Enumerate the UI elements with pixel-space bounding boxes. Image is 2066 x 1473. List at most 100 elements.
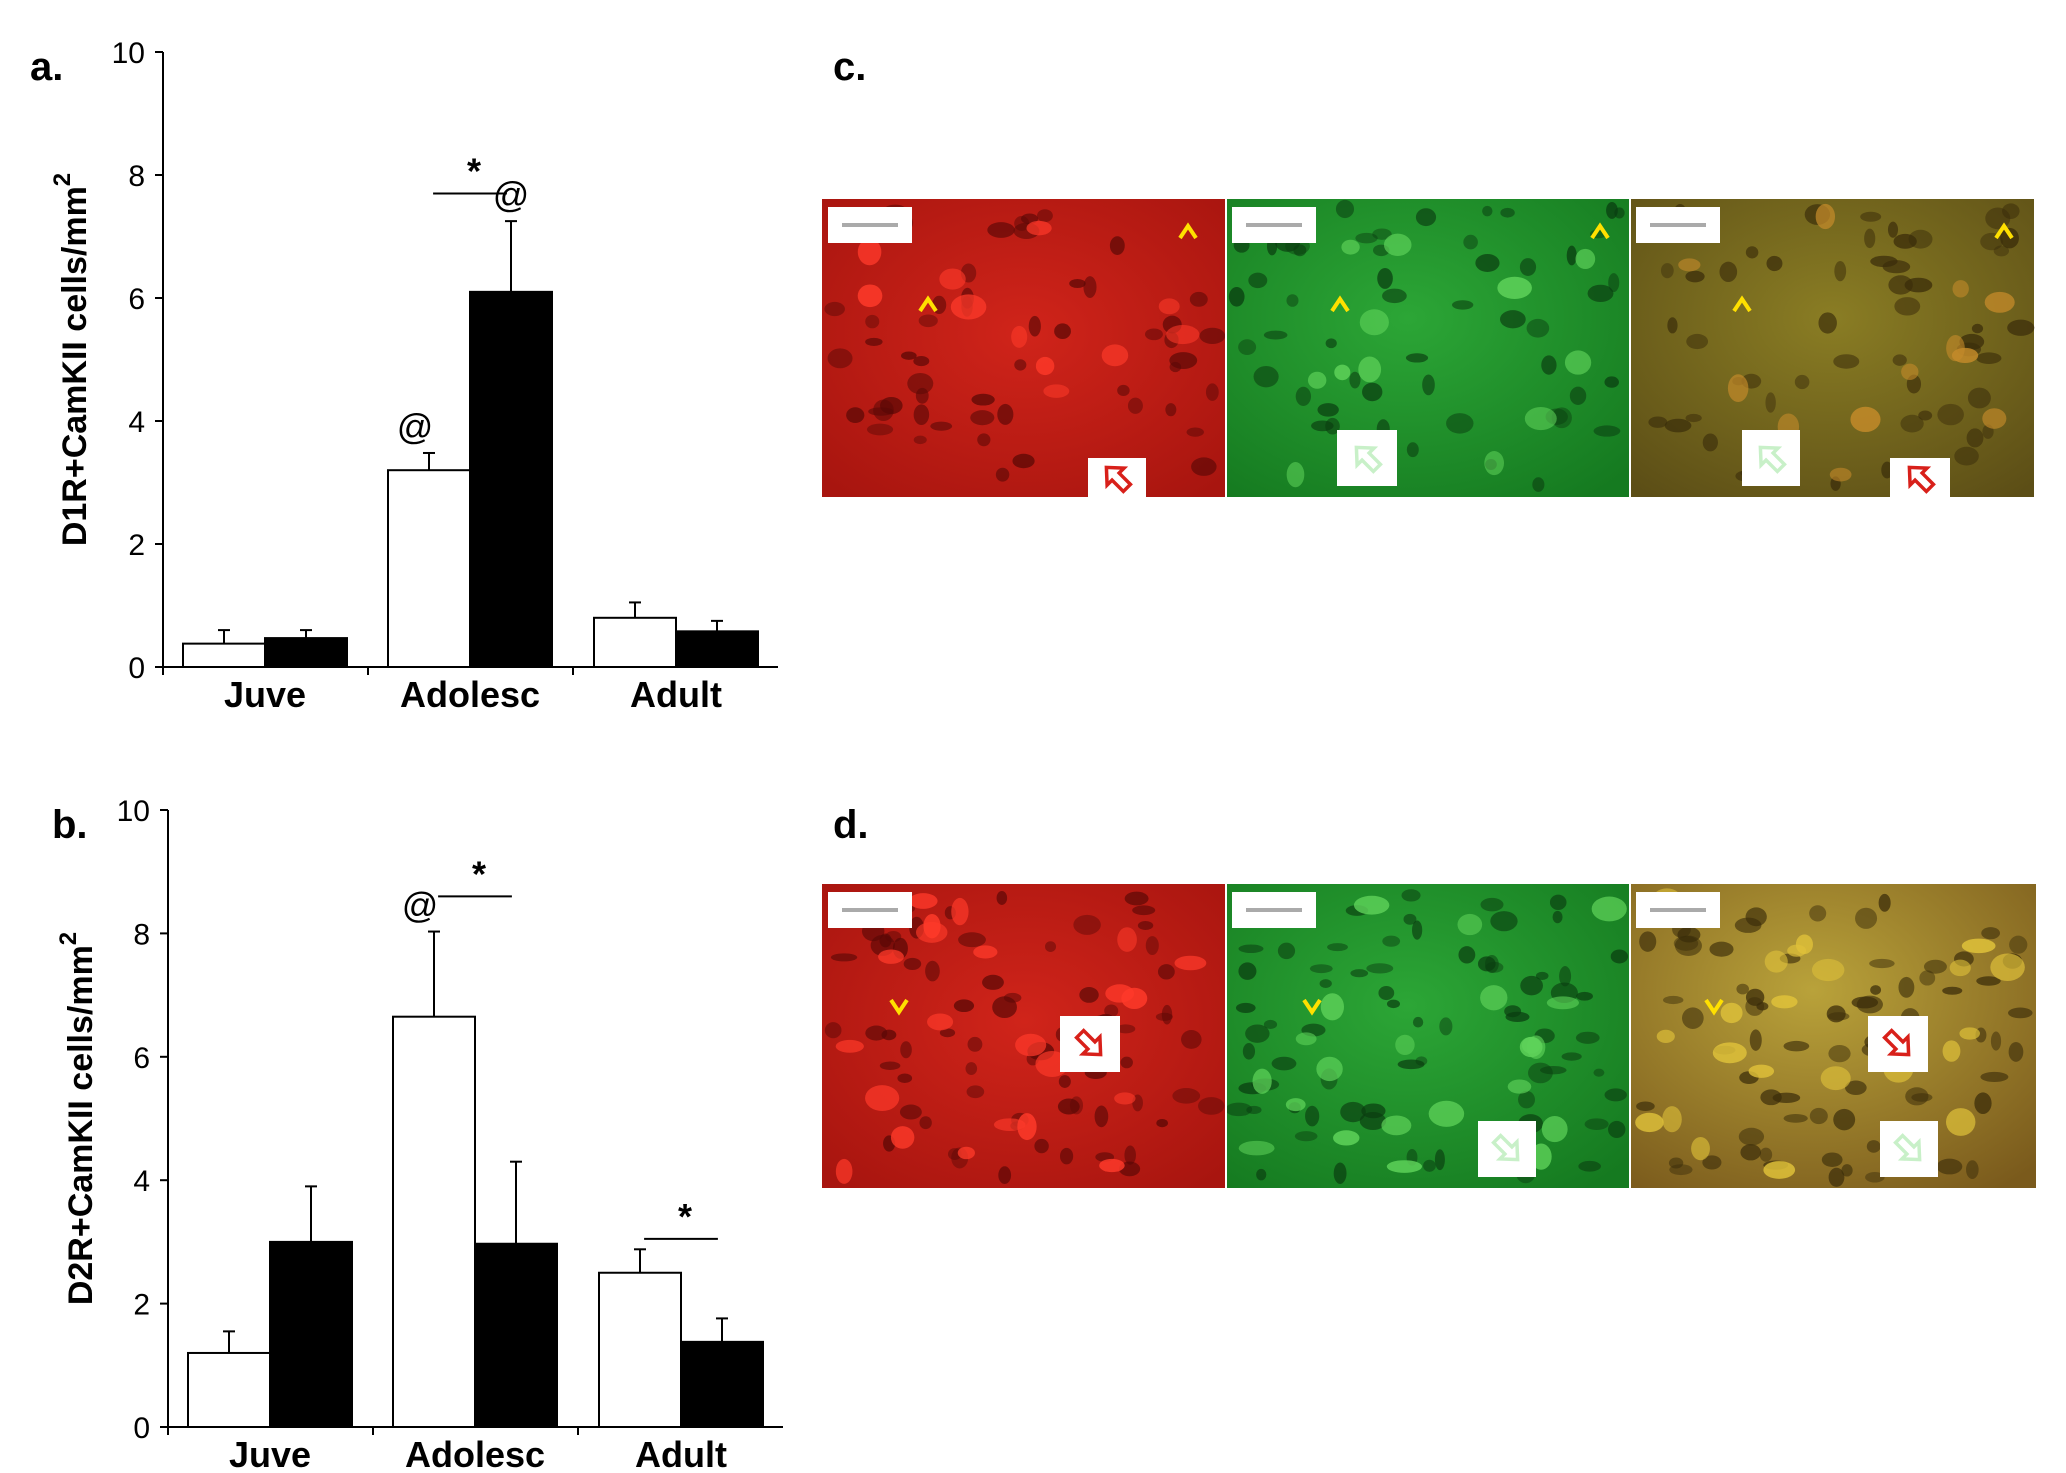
cell-shadow [1378, 985, 1395, 1001]
labeled-cell [1358, 356, 1382, 383]
cell-shadow [1894, 297, 1921, 316]
labeled-cell [1353, 895, 1390, 915]
micrograph-row-c [822, 199, 2035, 498]
cell-shadow [879, 1061, 901, 1071]
arrow-marker [1758, 445, 1787, 474]
chart-a-d1r: 0 2 4 6 8 10 Juve Adolesc Adult @ @ * D1R+CamKII cel… [49, 37, 778, 715]
cell-shadow [1059, 1147, 1074, 1165]
labeled-cell [1117, 927, 1137, 952]
cell-shadow [830, 953, 858, 962]
cell-shadow [1908, 229, 1933, 249]
y-tick-label: 0 [133, 1412, 150, 1445]
cell-shadow [1864, 228, 1876, 249]
y-tick-label: 2 [133, 1289, 150, 1322]
cell-shadow [1340, 1101, 1366, 1123]
cell-shadow [1335, 199, 1355, 219]
cell-shadow [1870, 985, 1882, 995]
cell-shadow [1608, 273, 1620, 293]
bar-adolesc-filled [474, 1242, 558, 1428]
arrow-marker-box [1337, 430, 1397, 486]
cell-shadow [1485, 955, 1499, 973]
cell-shadow [1766, 255, 1783, 272]
cell-shadow [1685, 413, 1702, 423]
cell-shadow [1576, 991, 1593, 1001]
labeled-cell [835, 1158, 853, 1184]
panel-label-d: d. [833, 803, 869, 847]
cell-shadow [1286, 294, 1299, 307]
cell-shadow [1094, 1105, 1109, 1128]
cell-shadow [846, 407, 865, 424]
cell-shadow [1181, 1030, 1202, 1049]
cell-shadow [1263, 330, 1288, 340]
cell-shadow [1745, 988, 1765, 1006]
labeled-cell [1015, 1033, 1047, 1057]
labeled-cell [1043, 384, 1070, 398]
cell-shadow [1197, 1097, 1225, 1115]
cell-shadow [1199, 327, 1226, 344]
labeled-cell [1334, 364, 1351, 381]
cell-shadow [1028, 315, 1041, 337]
cell-shadow [827, 348, 853, 369]
cell-shadow [2007, 319, 2035, 336]
labeled-cell [927, 1013, 954, 1031]
labeled-cell [1359, 309, 1389, 336]
cell-shadow [1238, 962, 1257, 980]
x-tick-label-adult: Adult [630, 674, 722, 715]
arrowhead-marker [1732, 295, 1752, 313]
arrow-marker [1882, 1028, 1911, 1057]
cell-shadow [1127, 397, 1143, 414]
cell-shadow [1541, 355, 1557, 375]
y-tick-label: 4 [128, 406, 145, 439]
cell-shadow [1552, 910, 1563, 924]
cell-shadow [998, 1166, 1012, 1185]
cell-shadow [1003, 992, 1022, 1003]
cell-shadow [1535, 971, 1549, 980]
cell-shadow [1245, 1024, 1270, 1043]
cell-shadow [1372, 228, 1392, 240]
cell-shadow [1145, 328, 1163, 341]
cell-shadow [1566, 245, 1577, 266]
labeled-cell [857, 284, 883, 308]
cell-shadow [1058, 1075, 1071, 1088]
arrow-marker-box [1880, 1121, 1938, 1177]
cell-shadow [1759, 1147, 1773, 1162]
labeled-cell [1158, 298, 1180, 315]
y-axis-label-text: D1R+CamKII cells/mm [56, 186, 94, 546]
cell-shadow [1549, 894, 1567, 911]
labeled-cell [1320, 993, 1345, 1021]
cell-shadow [1794, 374, 1810, 390]
cell-shadow [1246, 1105, 1262, 1115]
labeled-cell [1546, 996, 1579, 1010]
cell-shadow [1014, 359, 1027, 371]
cell-shadow [1403, 913, 1417, 925]
cell-shadow [1809, 905, 1827, 922]
cell-shadow [1397, 1059, 1425, 1070]
cell-shadow [1662, 995, 1684, 1005]
cell-shadow [1012, 453, 1035, 469]
labeled-cell [973, 945, 998, 959]
labeled-cell [1105, 984, 1135, 1003]
panel-label-a: a. [30, 45, 63, 89]
cell-shadow [1069, 278, 1086, 289]
cell-shadow [1238, 339, 1257, 356]
cell-shadow [2008, 1041, 2024, 1062]
cell-shadow [1034, 1138, 1049, 1154]
cell-shadow [1587, 284, 1614, 303]
labeled-cell [1101, 344, 1129, 367]
labeled-cell [915, 921, 948, 943]
cell-shadow [1532, 477, 1545, 492]
cell-shadow [903, 957, 922, 970]
cell-shadow [1881, 461, 1893, 479]
y-axis-label: D1R+CamKII cells/mm2 [49, 173, 94, 546]
cell-shadow [1834, 261, 1847, 282]
cell-shadow [1981, 927, 2000, 940]
cell-shadow [1936, 1158, 1963, 1175]
cell-shadow [1500, 310, 1526, 329]
cell-shadow [1736, 983, 1750, 995]
cell-shadow [1132, 905, 1156, 916]
bar-adolesc-open [387, 469, 471, 669]
cell-shadow [1664, 418, 1692, 433]
labeled-cell [1829, 467, 1852, 482]
cell-shadow [1967, 387, 1991, 409]
cell-shadow [995, 467, 1010, 482]
